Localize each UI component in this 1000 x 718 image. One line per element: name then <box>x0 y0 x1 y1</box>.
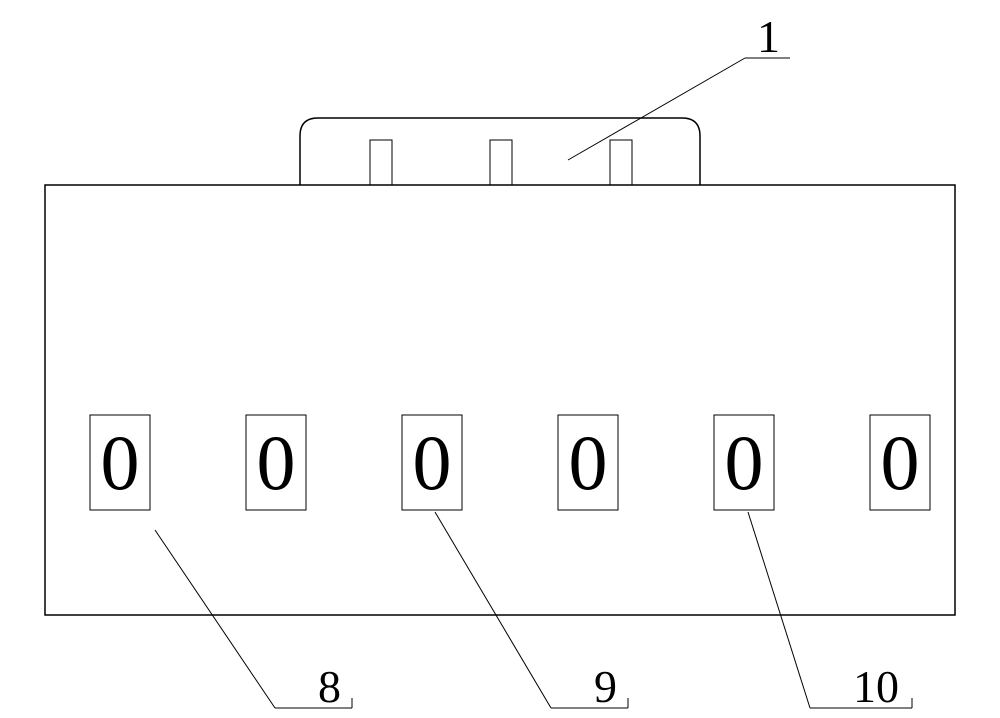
callout-1-text: 1 <box>757 11 780 62</box>
callout-8-text: 8 <box>318 661 341 712</box>
display-cell-3-glyph: 0 <box>413 419 452 506</box>
technical-diagram: 0 0 0 0 0 0 1 8 9 10 <box>0 0 1000 718</box>
display-cell-4-glyph: 0 <box>569 419 608 506</box>
display-cell-2-glyph: 0 <box>257 419 296 506</box>
callout-10-text: 10 <box>853 661 899 712</box>
display-cell-1-glyph: 0 <box>101 419 140 506</box>
callout-9-text: 9 <box>594 661 617 712</box>
canvas-bg <box>0 0 1000 718</box>
display-cell-5-glyph: 0 <box>725 419 764 506</box>
display-cell-6-glyph: 0 <box>881 419 920 506</box>
